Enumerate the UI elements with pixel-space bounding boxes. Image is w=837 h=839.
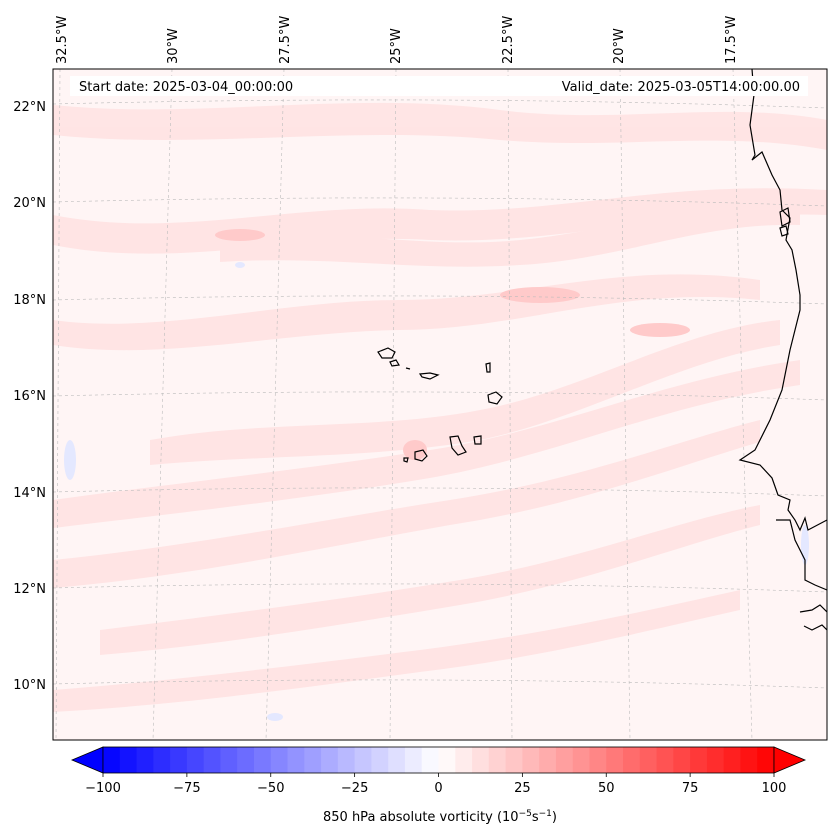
colorbar-step	[589, 747, 607, 773]
colorbar-step	[706, 747, 725, 773]
colorbar-step	[572, 747, 590, 773]
colorbar-step	[757, 747, 775, 773]
island-sao-vicente	[389, 359, 400, 367]
colorbar-step	[690, 747, 708, 773]
africa-coastline	[738, 69, 827, 631]
colorbar-step	[354, 747, 372, 773]
colorbar-step	[723, 747, 741, 773]
colorbar-tick-label: −25	[341, 781, 368, 796]
colorbar-step	[488, 747, 507, 773]
colorbar-step	[555, 747, 574, 773]
colorbar-step	[606, 747, 624, 773]
lon-label: 30°W	[166, 28, 181, 64]
colorbar-tick-label: 75	[682, 781, 699, 796]
longitude-labels: 32.5°W 30°W 27.5°W 25°W 22.5°W 20°W 17.5…	[55, 16, 739, 64]
lat-label: 20°N	[13, 196, 46, 211]
colorbar-step	[371, 747, 389, 773]
colorbar-tick-label: −100	[85, 781, 121, 796]
colorbar-step	[673, 747, 691, 773]
lon-label: 17.5°W	[724, 16, 739, 64]
strong-positive-vorticity	[215, 229, 690, 460]
colorbar-step	[170, 747, 188, 773]
start-date-label: Start date: 2025-03-04_00:00:00	[79, 80, 293, 95]
colorbar-step	[119, 747, 138, 773]
island-sal	[485, 362, 491, 373]
island-brava	[403, 457, 409, 463]
colorbar-tick-label: 0	[434, 781, 442, 796]
island-sao-nicolau	[418, 372, 440, 380]
island-santo-antao	[377, 347, 396, 359]
colorbar-label: 850 hPa absolute vorticity (10−5s−1)	[323, 809, 557, 825]
colorbar-step	[321, 747, 339, 773]
lon-label: 32.5°W	[55, 16, 70, 64]
map-frame	[52, 68, 828, 741]
colorbar-step	[740, 747, 758, 773]
colorbar-step	[472, 747, 490, 773]
island-maio	[473, 435, 482, 445]
lon-label: 22.5°W	[501, 16, 516, 64]
colorbar-steps	[103, 747, 775, 773]
colorbar-extend-low	[70, 746, 104, 774]
colorbar-step	[304, 747, 322, 773]
colorbar-step	[153, 747, 171, 773]
coastlines	[377, 69, 827, 631]
colorbar-step	[455, 747, 473, 773]
lon-label: 20°W	[612, 28, 627, 64]
lon-label: 25°W	[389, 28, 404, 64]
colorbar-step	[136, 747, 154, 773]
colorbar-step	[522, 747, 540, 773]
colorbar-extend-high	[773, 746, 807, 774]
colorbar-step	[505, 747, 523, 773]
colorbar-step	[337, 747, 356, 773]
colorbar-tick-label: −75	[173, 781, 200, 796]
colorbar-step	[388, 747, 406, 773]
colorbar-step	[253, 747, 272, 773]
colorbar-tick-label: −50	[257, 781, 284, 796]
colorbar-step	[639, 747, 658, 773]
latitude-labels: 22°N 20°N 18°N 16°N 14°N 12°N 10°N	[13, 100, 46, 693]
colorbar-step	[287, 747, 305, 773]
colorbar-step	[186, 747, 205, 773]
colorbar-step	[421, 747, 439, 773]
colorbar-step	[270, 747, 289, 773]
colorbar-ticks: −100 −75 −50 −25 0 25 50 75 100	[85, 773, 786, 796]
colorbar-step	[623, 747, 641, 773]
map-area	[53, 69, 827, 740]
lat-label: 18°N	[13, 293, 46, 308]
lat-label: 14°N	[13, 486, 46, 501]
colorbar-step	[103, 747, 121, 773]
lat-label: 16°N	[13, 389, 46, 404]
gridlines	[53, 69, 827, 740]
colorbar-step	[220, 747, 238, 773]
colorbar-step	[237, 747, 255, 773]
colorbar-step	[438, 747, 456, 773]
colorbar-tick-label: 25	[514, 781, 531, 796]
island-fogo	[414, 449, 428, 462]
lat-label: 22°N	[13, 100, 46, 115]
colorbar-tick-label: 50	[598, 781, 615, 796]
colorbar-step	[404, 747, 423, 773]
lat-label: 10°N	[13, 678, 46, 693]
colorbar-step	[656, 747, 674, 773]
lon-label: 27.5°W	[278, 16, 293, 64]
island-santa-luzia	[405, 367, 411, 370]
colorbar: −100 −75 −50 −25 0 25 50 75 100 850 hPa absolute…	[70, 746, 807, 825]
valid-date-label: Valid_date: 2025-03-05T14:00:00.00	[562, 80, 800, 95]
colorbar-step	[203, 747, 221, 773]
colorbar-step	[539, 747, 557, 773]
island-boa-vista	[487, 391, 503, 405]
island-santiago	[449, 435, 467, 456]
date-label-box	[70, 76, 808, 96]
colorbar-tick-label: 100	[762, 781, 787, 796]
lat-label: 12°N	[13, 582, 46, 597]
